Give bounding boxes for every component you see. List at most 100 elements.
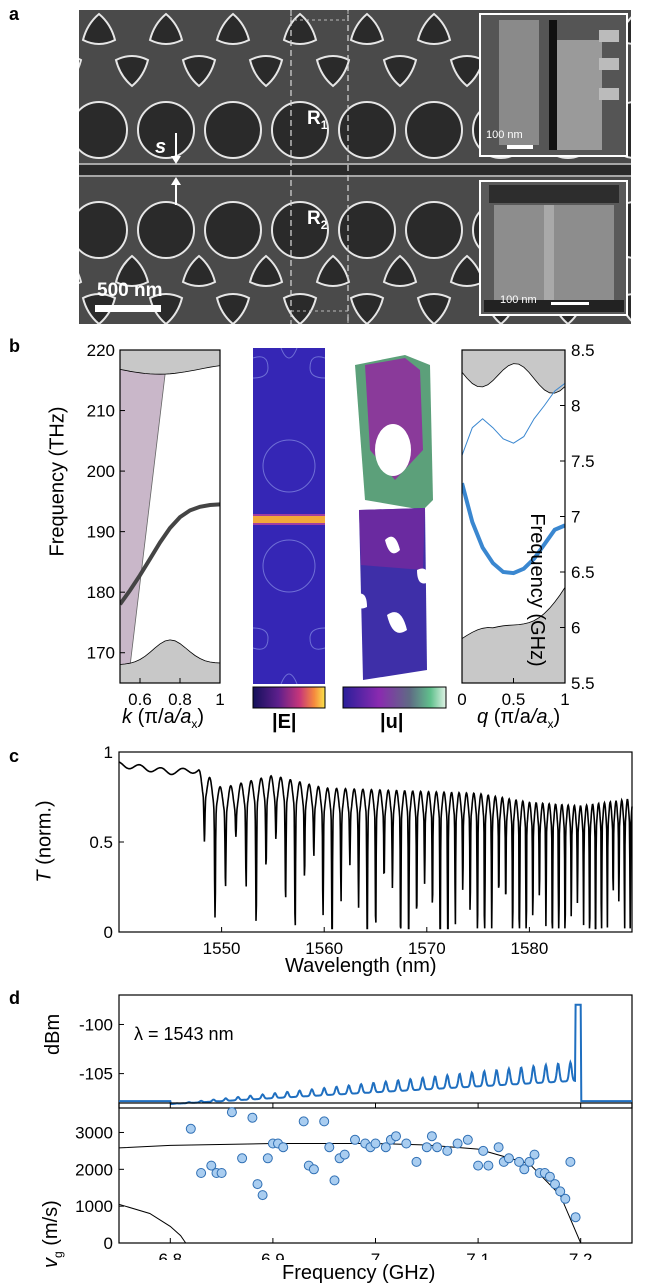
d-xlabel: Frequency (GHz) — [282, 1262, 436, 1284]
vg-data-point — [514, 1156, 525, 1167]
vg-data-point — [319, 1116, 330, 1127]
phononic-hole — [349, 12, 385, 45]
y-tick-label: 8.5 — [571, 341, 595, 360]
x-tick-label: 0 — [457, 690, 466, 709]
vg-data-point — [529, 1149, 540, 1160]
optical-field-map — [253, 348, 325, 684]
phononic-hole — [382, 254, 418, 287]
x-tick-label: 1550 — [203, 939, 241, 958]
x-tick-label: 0.6 — [128, 690, 152, 709]
x-tick-label: 6.8 — [158, 1250, 182, 1260]
vg-data-point — [570, 1212, 581, 1223]
c-ylabel: T (norm.) — [33, 800, 56, 883]
vg-data-point — [519, 1164, 530, 1175]
phononic-hole — [416, 293, 452, 324]
phononic-hole — [248, 254, 284, 287]
phononic-hole — [148, 293, 184, 324]
vg-data-point — [247, 1112, 258, 1123]
vg-data-point — [237, 1153, 248, 1164]
x-tick-label: 0.5 — [502, 690, 526, 709]
phononic-hole — [282, 12, 318, 45]
phononic-hole — [114, 55, 150, 88]
phononic-hole — [215, 12, 251, 45]
vg-data-point — [257, 1190, 268, 1201]
vg-data-point — [329, 1175, 340, 1186]
y-tick-label: 1 — [104, 745, 113, 762]
photonic-hole — [79, 201, 128, 259]
photonic-hole — [137, 101, 195, 159]
y-tick-label: 1000 — [75, 1197, 113, 1216]
vg-data-point — [380, 1142, 391, 1153]
vg-data-point — [426, 1131, 437, 1142]
spectrum-trace — [119, 1003, 632, 1105]
y-tick-label: 5.5 — [571, 674, 595, 693]
phononic-hole — [349, 293, 385, 324]
y-tick-label: 7.5 — [571, 452, 595, 471]
phononic-hole — [315, 254, 351, 287]
x-tick-label: 7.1 — [466, 1250, 490, 1260]
vg-data-point — [339, 1149, 350, 1160]
left-xlabel: k (π/a/ax) — [122, 706, 205, 731]
vg-model-line-lower — [118, 1203, 187, 1244]
phononic-hole — [114, 254, 150, 287]
vg-data-point — [452, 1138, 463, 1149]
x-tick-label: 1570 — [408, 939, 446, 958]
spectrum-plot: -100 -105 — [79, 994, 633, 1109]
vg-data-point — [262, 1153, 273, 1164]
panel-letter-a: a — [9, 4, 20, 24]
transmission-trace — [118, 761, 633, 930]
y-tick-label: 6.5 — [571, 563, 595, 582]
phononic-hole — [315, 55, 351, 88]
phononic-hole — [215, 293, 251, 324]
y-tick-label: 7 — [571, 508, 580, 527]
vg-data-point — [462, 1134, 473, 1145]
mechanical-mode-line — [462, 482, 565, 576]
y-tick-label: 3000 — [75, 1123, 113, 1142]
vg-data-point — [555, 1186, 566, 1197]
photonic-hole — [137, 201, 195, 259]
vg-data-point — [483, 1160, 494, 1171]
y-tick-label: 190 — [87, 523, 115, 542]
vg-data-point — [226, 1107, 237, 1118]
phononic-hole — [282, 293, 318, 324]
x-tick-label: 1 — [215, 690, 224, 709]
label-r2: R2 — [307, 208, 328, 232]
y-tick-label: 6 — [571, 619, 580, 638]
photonic-hole — [271, 101, 329, 159]
phononic-hole — [79, 58, 83, 69]
vg-data-point — [401, 1138, 412, 1149]
phononic-hole — [79, 273, 83, 284]
vg-data-point — [298, 1116, 309, 1127]
photonic-hole — [204, 101, 262, 159]
y-tick-label: 200 — [87, 462, 115, 481]
phononic-hole — [416, 12, 452, 45]
vg-data-point — [324, 1142, 335, 1153]
x-tick-label: 1580 — [510, 939, 548, 958]
vg-data-point — [308, 1164, 319, 1175]
vg-data-point — [473, 1160, 484, 1171]
inset-top-scale-label: 100 nm — [486, 129, 523, 141]
phononic-hole — [449, 55, 485, 88]
colorbar-e-label: |E| — [272, 711, 297, 733]
gap-label-s: s — [155, 136, 167, 158]
vg-data-point — [421, 1142, 432, 1153]
phononic-hole — [181, 55, 217, 88]
vg-data-point — [478, 1145, 489, 1156]
vg-data-point — [550, 1179, 560, 1190]
vg-data-point — [206, 1160, 217, 1171]
phononic-hole — [81, 12, 117, 45]
d-top-ylabel: dBm — [42, 1013, 64, 1055]
vg-data-point — [185, 1123, 196, 1134]
vg-data-point — [411, 1156, 422, 1167]
y-tick-label: 0 — [104, 923, 113, 942]
band-diagram-optical: 220 210 200 190 180 170 0.6 0.8 1 — [87, 341, 225, 709]
x-tick-label: 1560 — [305, 939, 343, 958]
vg-data-point — [350, 1134, 360, 1145]
c-xlabel: Wavelength (nm) — [285, 955, 437, 977]
mechanical-mode-render — [355, 355, 433, 680]
y-tick-label: -105 — [79, 1065, 113, 1084]
sem-inset-bottom — [479, 180, 628, 316]
x-tick-label: 0.8 — [168, 690, 192, 709]
photonic-hole — [204, 201, 262, 259]
inset-bottom-scale-label: 100 nm — [500, 294, 537, 306]
